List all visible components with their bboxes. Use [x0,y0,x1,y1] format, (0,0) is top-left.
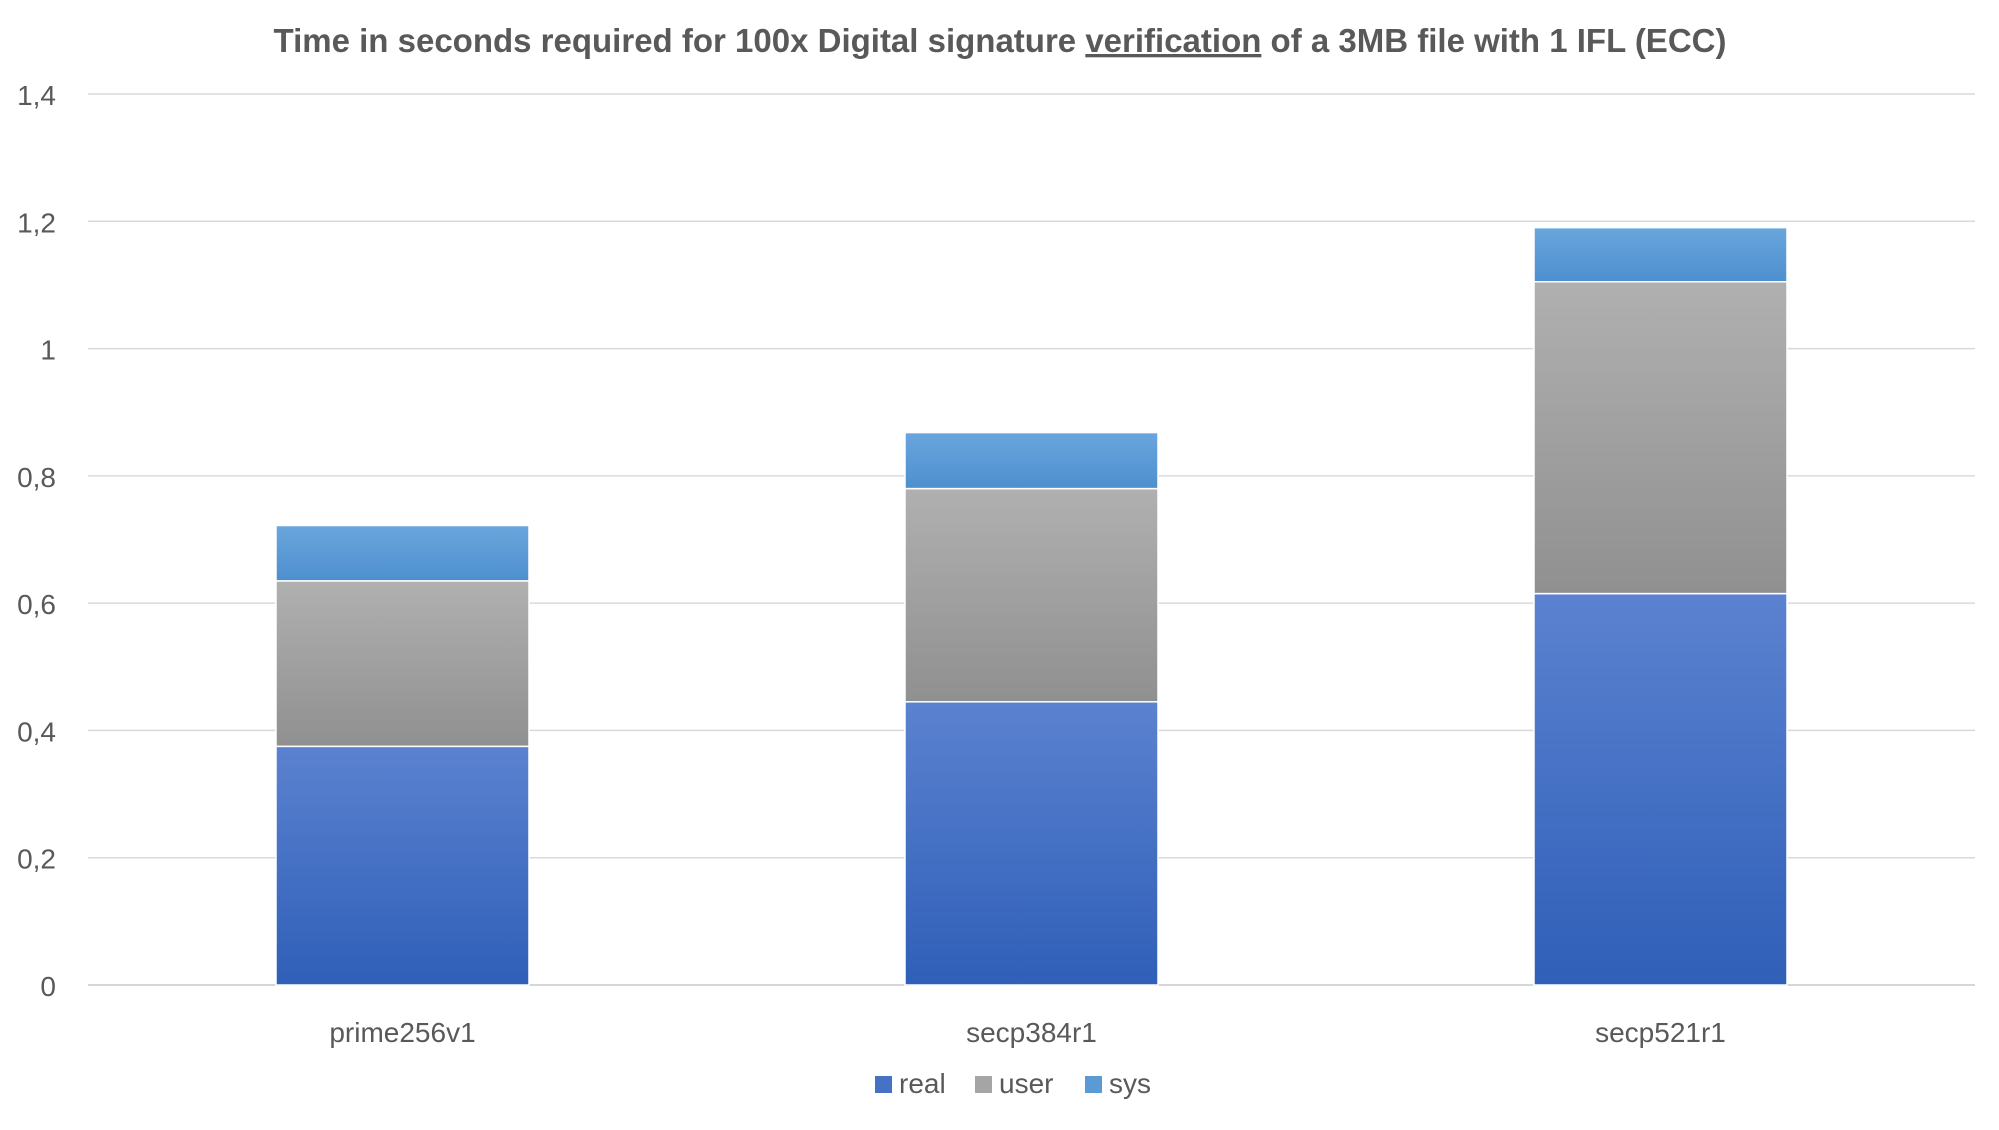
bar-segment-user-secp521r1 [1534,282,1787,594]
bar-segment-sys-prime256v1 [276,525,529,580]
legend-swatch-real [875,1076,892,1093]
y-tick-label: 0,2 [17,844,56,875]
y-tick-label: 0 [40,971,56,1002]
bars [276,228,1787,985]
legend: real user sys [875,1068,1151,1099]
chart-title: Time in seconds required for 100x Digita… [274,22,1727,59]
bar-segment-sys-secp521r1 [1534,228,1787,282]
x-tick-label: secp384r1 [966,1017,1097,1048]
y-tick-label: 1 [40,335,56,366]
chart-title-part-before: Time in seconds required for 100x Digita… [274,22,1086,59]
x-tick-label: prime256v1 [329,1017,475,1048]
legend-label-user: user [999,1068,1053,1099]
bar-segment-user-prime256v1 [276,581,529,746]
y-tick-label: 1,4 [17,80,56,111]
y-tick-label: 1,2 [17,207,56,238]
chart-title-part-after: of a 3MB file with 1 IFL (ECC) [1261,22,1726,59]
legend-label-sys: sys [1109,1068,1151,1099]
x-tick-label: secp521r1 [1595,1017,1726,1048]
y-tick-label: 0,8 [17,462,56,493]
bar-segment-user-secp384r1 [905,489,1158,702]
y-tick-label: 0,4 [17,716,56,747]
legend-swatch-user [975,1076,992,1093]
bar-segment-real-secp521r1 [1534,594,1787,985]
y-axis-tick-labels: 0 0,2 0,4 0,6 0,8 1 1,2 1,4 [17,80,56,1002]
bar-segment-sys-secp384r1 [905,433,1158,489]
bar-segment-real-prime256v1 [276,746,529,985]
legend-swatch-sys [1085,1076,1102,1093]
x-axis-category-labels: prime256v1 secp384r1 secp521r1 [329,1017,1726,1048]
legend-label-real: real [899,1068,946,1099]
y-tick-label: 0,6 [17,589,56,620]
bar-segment-real-secp384r1 [905,702,1158,985]
chart-title-part-underlined: verification [1085,22,1261,59]
